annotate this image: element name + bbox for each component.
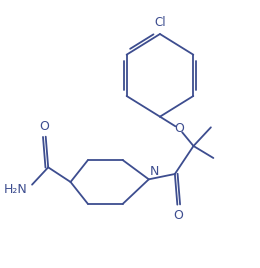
Text: N: N [150,165,159,178]
Text: O: O [174,122,184,135]
Text: Cl: Cl [154,16,166,29]
Text: O: O [174,210,184,222]
Text: O: O [40,120,49,133]
Text: H₂N: H₂N [4,183,28,196]
